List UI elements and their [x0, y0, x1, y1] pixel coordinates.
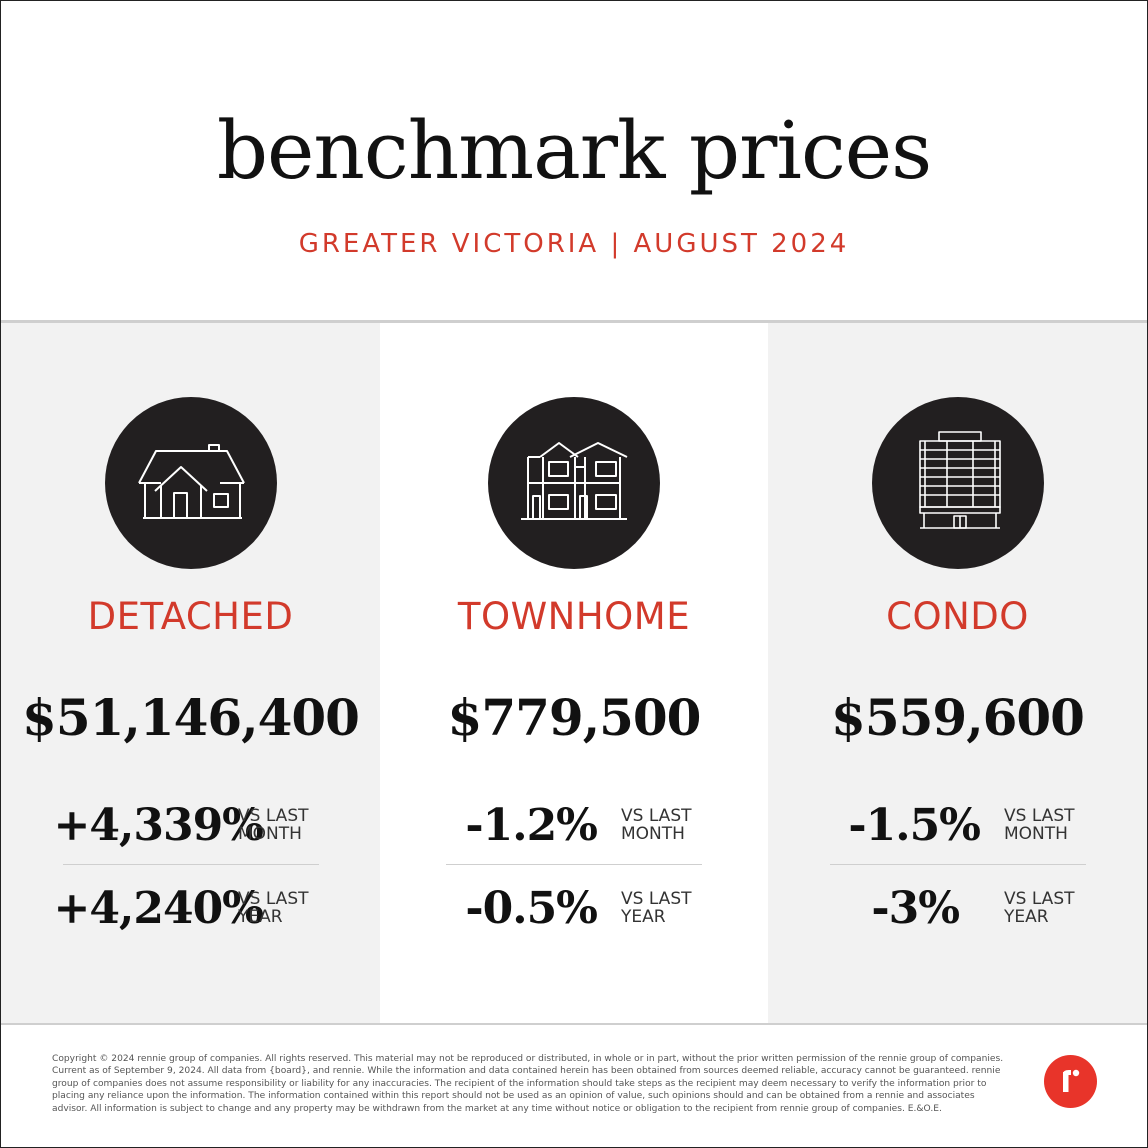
page-subtitle: GREATER VICTORIA | AUGUST 2024 [298, 229, 850, 259]
condo-price: $559,600 [831, 688, 1085, 747]
month-text: MONTH [238, 824, 302, 844]
townhome-month-vs: VS LAST MONTH [621, 807, 741, 843]
condo-year-vs: VS LAST YEAR [1004, 890, 1124, 926]
townhome-month-pct: -1.2% [465, 800, 598, 851]
townhome-label: TOWNHOME [457, 595, 691, 638]
month-text: MONTH [621, 824, 685, 844]
detached-year-pct: +4,240% [53, 883, 264, 934]
condo-label: CONDO [886, 595, 1029, 638]
condo-column: CONDO $559,600 -1.5% VS LAST MONTH -3% V… [768, 323, 1147, 1023]
property-columns: DETACHED $51,146,400 +4,339% VS LAST MON… [1, 323, 1147, 1023]
month-text: MONTH [1004, 824, 1068, 844]
condo-month-change: -1.5% VS LAST MONTH [768, 796, 1147, 856]
copyright-disclaimer: Copyright © 2024 rennie group of compani… [52, 1054, 1004, 1114]
detached-stat-divider [62, 864, 319, 865]
condo-month-pct: -1.5% [848, 800, 981, 851]
detached-column: DETACHED $51,146,400 +4,339% VS LAST MON… [1, 323, 380, 1023]
detached-month-change: +4,339% VS LAST MONTH [1, 796, 380, 856]
vs-last-text: VS LAST [621, 889, 692, 909]
townhome-icon [488, 397, 660, 569]
vs-last-text: VS LAST [621, 806, 692, 826]
condo-month-vs: VS LAST MONTH [1004, 807, 1124, 843]
year-text: YEAR [238, 907, 283, 927]
page-title: benchmark prices [216, 104, 932, 197]
house-icon [104, 397, 277, 569]
condo-building-icon [871, 397, 1044, 569]
townhome-month-change: -1.2% VS LAST MONTH [380, 796, 768, 856]
vs-last-text: VS LAST [1004, 806, 1075, 826]
townhome-year-pct: -0.5% [465, 883, 598, 934]
detached-price: $51,146,400 [22, 688, 360, 747]
year-text: YEAR [621, 907, 666, 927]
vs-last-text: VS LAST [1004, 889, 1075, 909]
footer-divider [1, 1023, 1147, 1025]
detached-label: DETACHED [87, 595, 294, 638]
detached-year-change: +4,240% VS LAST YEAR [1, 879, 380, 939]
townhome-year-change: -0.5% VS LAST YEAR [380, 879, 768, 939]
detached-month-pct: +4,339% [53, 800, 264, 851]
rennie-logo-icon [1044, 1055, 1097, 1108]
header-divider [1, 320, 1147, 323]
vs-last-text: VS LAST [238, 889, 309, 909]
townhome-column: TOWNHOME $779,500 -1.2% VS LAST MONTH -0… [380, 323, 768, 1023]
townhome-year-vs: VS LAST YEAR [621, 890, 741, 926]
townhome-price: $779,500 [447, 688, 702, 747]
townhome-stat-divider [446, 864, 702, 865]
condo-stat-divider [829, 864, 1086, 865]
header: benchmark prices GREATER VICTORIA | AUGU… [1, 1, 1147, 320]
vs-last-text: VS LAST [238, 806, 309, 826]
condo-year-change: -3% VS LAST YEAR [768, 879, 1147, 939]
condo-year-pct: -3% [871, 883, 960, 934]
year-text: YEAR [1004, 907, 1049, 927]
detached-year-vs: VS LAST YEAR [238, 890, 358, 926]
detached-month-vs: VS LAST MONTH [238, 807, 358, 843]
